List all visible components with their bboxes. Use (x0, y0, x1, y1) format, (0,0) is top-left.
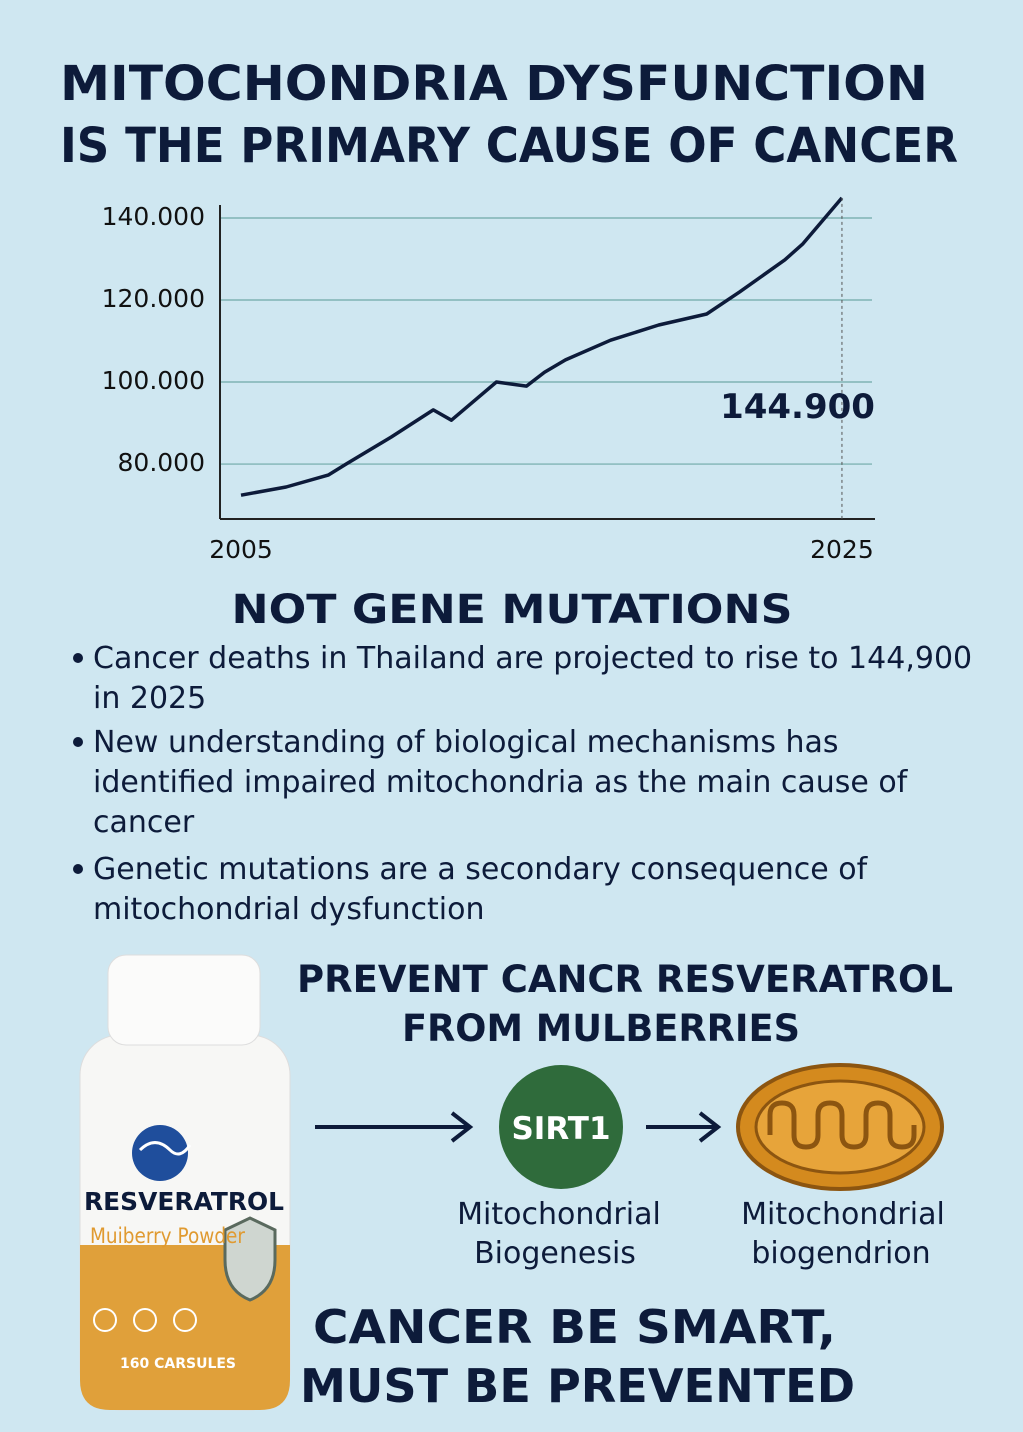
flow-label: SIRT1 (511, 1111, 610, 1147)
bottle-count: 160 CARSULES (120, 1356, 236, 1372)
flow-caption: Mitochondrial (741, 1197, 945, 1232)
bullet-text: identified impaired mitochondria as the … (93, 765, 909, 800)
product-heading: PREVENT CANCR RESVERATROL (297, 958, 953, 1001)
slogan-line: CANCER BE SMART, (313, 1300, 836, 1354)
y-tick-label: 120.000 (102, 284, 205, 313)
y-tick-label: 80.000 (118, 448, 205, 477)
flow-caption: Biogenesis (474, 1236, 636, 1271)
bullet-text: Genetic mutations are a secondary conseq… (93, 852, 869, 887)
bullet-text: in 2025 (93, 681, 206, 716)
bullet-dot (73, 653, 83, 663)
bullet-text: mitochondrial dysfunction (93, 892, 485, 927)
slogan-line: MUST BE PREVENTED (300, 1359, 855, 1413)
bullet-dot (73, 737, 83, 747)
flow-caption: Mitochondrial (457, 1197, 661, 1232)
y-tick-label: 140.000 (102, 202, 205, 231)
title-line: MITOCHONDRIA DYSFUNCTION (60, 56, 928, 112)
sirt1-circle (499, 1065, 623, 1189)
subheading: NOT GENE MUTATIONS (232, 587, 793, 633)
product-heading: FROM MULBERRIES (402, 1007, 800, 1050)
bottle-brand: RESVERATROL (84, 1187, 284, 1216)
chart: 80.000 100.000 120.000 140.000 2005 2025 144.9… (102, 196, 875, 564)
bullet-list: Cancer deaths in Thailand are projected … (73, 641, 972, 927)
x-tick-label: 2025 (810, 535, 874, 564)
y-tick-label: 100.000 (102, 366, 205, 395)
data-label: 144.900 (720, 387, 875, 427)
bullet-text: cancer (93, 805, 195, 840)
bullet-text: New understanding of biological mechanis… (93, 725, 839, 760)
flow-caption: biogendrion (751, 1236, 930, 1271)
bottle-subtitle: Muiberry Powder (90, 1224, 245, 1248)
x-tick-label: 2005 (209, 535, 273, 564)
data-line (240, 196, 844, 497)
mitochondrion-icon (736, 1063, 944, 1191)
title-line: IS THE PRIMARY CAUSE OF CANCER (60, 118, 958, 174)
flow-arrows (315, 1111, 722, 1143)
bullet-text: Cancer deaths in Thailand are projected … (93, 641, 972, 676)
product-bottle (79, 954, 291, 1411)
bullet-dot (73, 864, 83, 874)
